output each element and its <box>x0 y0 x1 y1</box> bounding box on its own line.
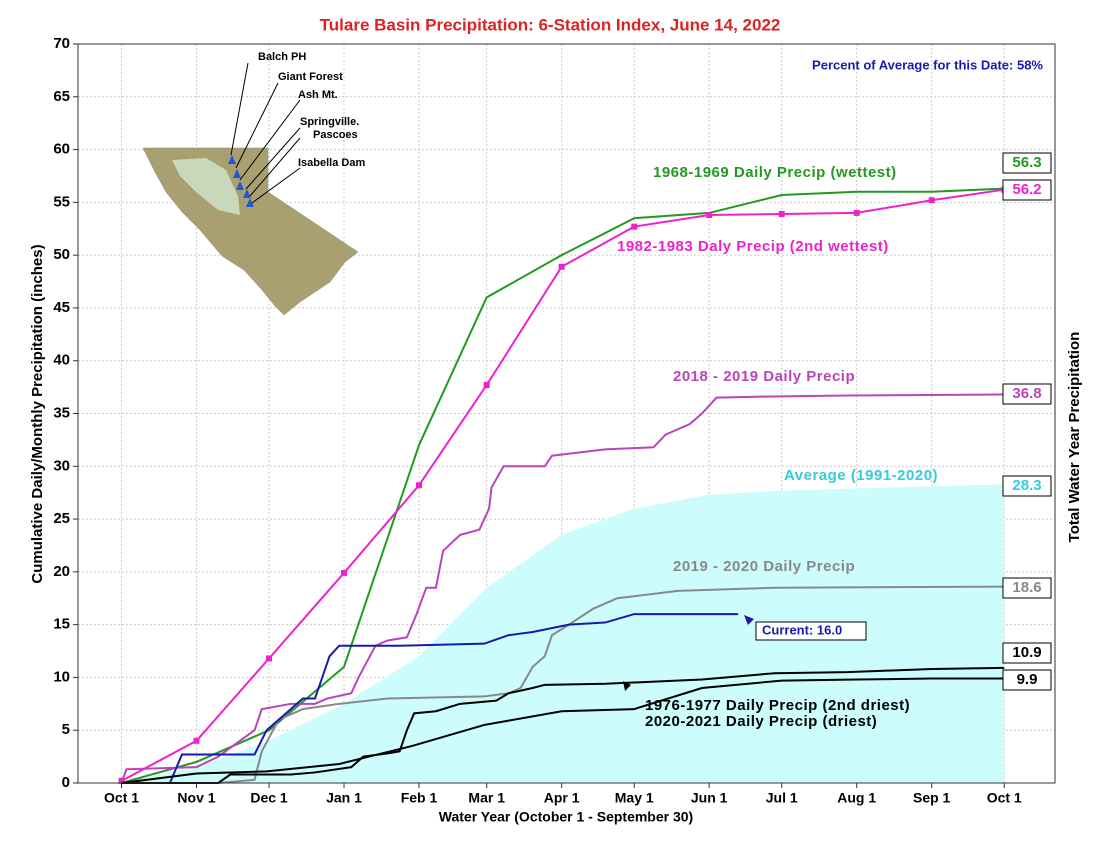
total-label: 36.8 <box>1012 385 1041 402</box>
y-tick-label: 40 <box>53 352 70 369</box>
station <box>236 181 244 190</box>
total-box <box>1002 475 1052 497</box>
station-label: Balch PH <box>258 51 306 63</box>
y-tick-label: 35 <box>53 404 70 421</box>
x-tick-label: Feb 1 <box>401 790 438 806</box>
x-tick-label: Nov 1 <box>177 790 215 806</box>
x-tick-label: Jul 1 <box>766 790 798 806</box>
area <box>121 484 1005 783</box>
station <box>233 169 241 178</box>
series-label: 1982-1983 Daly Precip (2nd wettest) <box>617 238 889 255</box>
annotations: Average (1991-2020) 28.3 1968-1969 Daily P… <box>617 152 1052 730</box>
station-label: Ash Mt. <box>298 89 338 101</box>
y-tick-label: 45 <box>53 299 70 316</box>
x-tick-label: Aug 1 <box>837 790 876 806</box>
series-label: 2020-2021 Daily Precip (driest) <box>645 713 877 730</box>
x-tick-label: Dec 1 <box>250 790 288 806</box>
y-tick-label: 60 <box>53 141 70 158</box>
x-tick-label: Mar 1 <box>468 790 505 806</box>
total-box <box>1002 642 1052 664</box>
marker <box>778 210 785 217</box>
y-tick-label: 30 <box>53 457 70 474</box>
label-box <box>755 621 867 641</box>
x-tick-label: Apr 1 <box>544 790 580 806</box>
total-label: 56.3 <box>1012 154 1041 171</box>
chart-title: Tulare Basin Precipitation: 6-Station In… <box>320 15 781 34</box>
series-label: Average (1991-2020) <box>784 467 938 484</box>
line <box>120 393 1005 784</box>
y-tick-label: 70 <box>53 35 70 52</box>
line <box>121 613 739 784</box>
total-box <box>1002 383 1052 405</box>
station-arrows <box>230 62 301 204</box>
total-box <box>1002 152 1052 174</box>
line <box>121 666 1005 784</box>
series-label: 1976-1977 Daily Precip (2nd driest) <box>645 697 910 714</box>
marker <box>266 655 273 662</box>
station-label: Pascoes <box>313 129 358 141</box>
series-label: 2018 - 2019 Daily Precip <box>673 368 855 385</box>
station <box>246 198 254 207</box>
line <box>121 187 1005 784</box>
y-tick-label: 20 <box>53 563 70 580</box>
x-tick-label: Oct 1 <box>987 790 1022 806</box>
marker <box>483 381 490 388</box>
station <box>243 189 251 198</box>
station-label: Springville. <box>300 116 359 128</box>
series-label: Current: 16.0 <box>762 622 842 637</box>
marker <box>706 212 713 219</box>
marker <box>193 737 200 744</box>
y-tick-label: 0 <box>62 774 70 791</box>
arrow <box>623 681 631 691</box>
marker <box>928 197 935 204</box>
marker <box>558 263 565 270</box>
arrow <box>744 615 754 625</box>
series-label: 1968-1969 Daily Precip (wettest) <box>653 164 897 181</box>
line <box>121 585 1005 784</box>
x-tick-label: Jan 1 <box>326 790 362 806</box>
y-tick-label: 55 <box>53 193 70 210</box>
total-label: 28.3 <box>1012 477 1041 494</box>
map <box>142 62 359 316</box>
total-box <box>1002 577 1052 599</box>
total-label: 56.2 <box>1012 181 1041 198</box>
marker <box>631 223 638 230</box>
marker <box>415 482 422 489</box>
y2-axis-label: Total Water Year Precipitation <box>1066 332 1083 543</box>
line <box>121 677 1005 784</box>
x-tick-label: May 1 <box>615 790 654 806</box>
total-label: 18.6 <box>1012 579 1041 596</box>
y-tick-label: 15 <box>53 616 70 633</box>
series-label: 2019 - 2020 Daily Precip <box>673 558 855 575</box>
y-tick-label: 50 <box>53 246 70 263</box>
station <box>228 155 236 164</box>
plot-data <box>118 186 1008 784</box>
total-label: 10.9 <box>1012 644 1041 661</box>
total-box <box>1002 179 1052 201</box>
plot-frame <box>77 43 1056 784</box>
y-axis-label: Cumulative Daily/Monthly Precipitation (… <box>29 244 46 583</box>
marker <box>341 569 348 576</box>
x-tick-label: Sep 1 <box>913 790 951 806</box>
total-label: 9.9 <box>1017 671 1038 688</box>
y-tick-label: 5 <box>62 721 70 738</box>
subtitle: Percent of Average for this Date: 58% <box>812 57 1043 72</box>
x-tick-label: Jun 1 <box>691 790 728 806</box>
y-tick-label: 25 <box>53 510 70 527</box>
total-box <box>1002 669 1052 691</box>
station-label: Giant Forest <box>278 71 343 83</box>
station-label: Isabella Dam <box>298 157 365 169</box>
y-tick-label: 10 <box>53 668 70 685</box>
marker <box>853 209 860 216</box>
map-valley <box>172 158 240 215</box>
x-tick-label: Oct 1 <box>104 790 139 806</box>
y-tick-label: 65 <box>53 88 70 105</box>
x-axis-label: Water Year (October 1 - September 30) <box>439 809 693 825</box>
